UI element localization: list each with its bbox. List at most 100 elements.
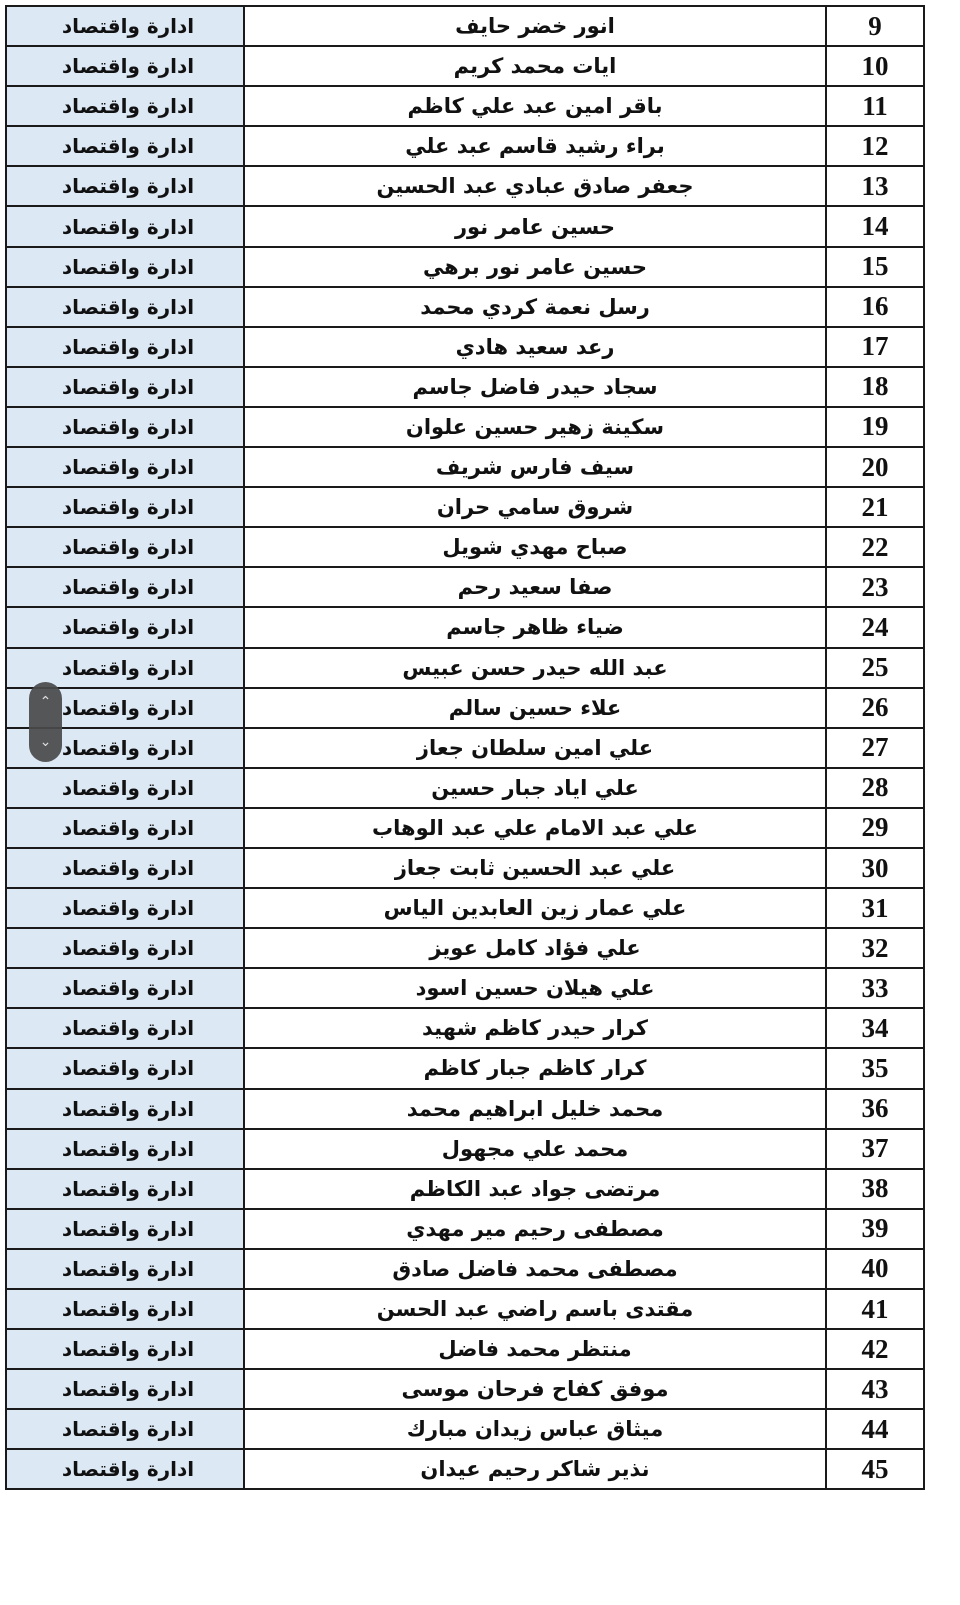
- dept-cell: ادارة واقتصاد: [5, 1127, 245, 1170]
- dept-cell: ادارة واقتصاد: [5, 1328, 245, 1371]
- table-row: ادارة واقتصاد علي هيلان حسين اسود 33: [5, 967, 925, 1010]
- table-row: ادارة واقتصاد ايات محمد كريم 10: [5, 45, 925, 88]
- dept-cell: ادارة واقتصاد: [5, 1247, 245, 1291]
- name-cell: انور خضر حايف: [243, 4, 827, 48]
- table-row: ادارة واقتصاد شروق سامي حران 21: [5, 486, 925, 529]
- name-cell: باقر امين عبد علي كاظم: [243, 85, 827, 128]
- table-row: ادارة واقتصاد سكينة زهير حسين علوان 19: [5, 405, 925, 449]
- number-cell: 45: [825, 1448, 925, 1491]
- dept-cell: ادارة واقتصاد: [5, 1207, 245, 1250]
- name-cell: مقتدى باسم راضي عبد الحسن: [243, 1287, 827, 1331]
- dept-cell: ادارة واقتصاد: [5, 1047, 245, 1090]
- dept-cell: ادارة واقتصاد: [5, 526, 245, 569]
- table-row: ادارة واقتصاد منتظر محمد فاضل 42: [5, 1328, 925, 1371]
- number-cell: 23: [825, 566, 925, 609]
- number-cell: 19: [825, 405, 925, 449]
- name-cell: نذير شاكر رحيم عيدان: [243, 1448, 827, 1491]
- table-row: ادارة واقتصاد ميثاق عباس زيدان مبارك 44: [5, 1408, 925, 1451]
- chevron-down-icon[interactable]: ⌄: [39, 734, 52, 750]
- dept-cell: ادارة واقتصاد: [5, 1007, 245, 1050]
- dept-cell: ادارة واقتصاد: [5, 285, 245, 328]
- table-row: ادارة واقتصاد مصطفى رحيم مير مهدي 39: [5, 1207, 925, 1250]
- dept-cell: ادارة واقتصاد: [5, 646, 245, 689]
- table-row: ادارة واقتصاد صباح مهدي شويل 22: [5, 526, 925, 569]
- number-cell: 29: [825, 806, 925, 849]
- number-cell: 44: [825, 1408, 925, 1451]
- name-cell: علي عمار زين العابدين الياس: [243, 887, 827, 930]
- number-cell: 12: [825, 125, 925, 168]
- number-cell: 28: [825, 766, 925, 809]
- dept-cell: ادارة واقتصاد: [5, 1087, 245, 1130]
- number-cell: 21: [825, 486, 925, 529]
- dept-cell: ادارة واقتصاد: [5, 4, 245, 48]
- dept-cell: ادارة واقتصاد: [5, 125, 245, 168]
- dept-cell: ادارة واقتصاد: [5, 245, 245, 288]
- dept-cell: ادارة واقتصاد: [5, 405, 245, 449]
- name-cell: منتظر محمد فاضل: [243, 1328, 827, 1371]
- name-cell: صباح مهدي شويل: [243, 526, 827, 569]
- name-cell: ميثاق عباس زيدان مبارك: [243, 1408, 827, 1451]
- name-cell: عبد الله حيدر حسن عبيس: [243, 646, 827, 689]
- chevron-up-icon[interactable]: ⌃: [39, 694, 52, 710]
- name-cell: علي هيلان حسين اسود: [243, 967, 827, 1010]
- number-cell: 27: [825, 726, 925, 769]
- name-cell: محمد خليل ابراهيم محمد: [243, 1087, 827, 1130]
- name-cell: علي عبد الحسين ثابت جعاز: [243, 846, 827, 890]
- number-cell: 37: [825, 1127, 925, 1170]
- number-cell: 34: [825, 1007, 925, 1050]
- name-cell: موفق كفاح فرحان موسى: [243, 1368, 827, 1411]
- number-cell: 35: [825, 1047, 925, 1090]
- dept-cell: ادارة واقتصاد: [5, 766, 245, 809]
- table-row: ادارة واقتصاد مقتدى باسم راضي عبد الحسن 41: [5, 1287, 925, 1331]
- dept-cell: ادارة واقتصاد: [5, 606, 245, 649]
- number-cell: 14: [825, 205, 925, 248]
- dept-cell: ادارة واقتصاد: [5, 806, 245, 849]
- number-cell: 36: [825, 1087, 925, 1130]
- dept-cell: ادارة واقتصاد: [5, 486, 245, 529]
- name-cell: جعفر صادق عبادي عبد الحسين: [243, 165, 827, 208]
- name-cell: ايات محمد كريم: [243, 45, 827, 88]
- table-row: ادارة واقتصاد محمد خليل ابراهيم محمد 36: [5, 1087, 925, 1130]
- name-cell: سيف فارس شريف: [243, 446, 827, 489]
- name-cell: براء رشيد قاسم عبد علي: [243, 125, 827, 168]
- table-row: ادارة واقتصاد حسين عامر نور 14: [5, 205, 925, 248]
- table-row: ادارة واقتصاد عبد الله حيدر حسن عبيس 25: [5, 646, 925, 689]
- number-cell: 41: [825, 1287, 925, 1331]
- number-cell: 10: [825, 45, 925, 88]
- table-row: ادارة واقتصاد براء رشيد قاسم عبد علي 12: [5, 125, 925, 168]
- name-cell: علاء حسين سالم: [243, 686, 827, 729]
- dept-cell: ادارة واقتصاد: [5, 1167, 245, 1210]
- dept-cell: ادارة واقتصاد: [5, 165, 245, 208]
- scroll-control[interactable]: ⌃ ⌄: [29, 682, 62, 762]
- table-row: ادارة واقتصاد سجاد حيدر فاضل جاسم 18: [5, 365, 925, 408]
- number-cell: 38: [825, 1167, 925, 1210]
- number-cell: 11: [825, 85, 925, 128]
- name-cell: ضياء ظاهر جاسم: [243, 606, 827, 649]
- number-cell: 33: [825, 967, 925, 1010]
- name-cell: مرتضى جواد عبد الكاظم: [243, 1167, 827, 1210]
- name-cell: رسل نعمة كردي محمد: [243, 285, 827, 328]
- number-cell: 15: [825, 245, 925, 288]
- table-row: ادارة واقتصاد سيف فارس شريف 20: [5, 446, 925, 489]
- table-row: ادارة واقتصاد كرار كاظم جبار كاظم 35: [5, 1047, 925, 1090]
- dept-cell: ادارة واقتصاد: [5, 205, 245, 248]
- number-cell: 16: [825, 285, 925, 328]
- table-row: ادارة واقتصاد كرار حيدر كاظم شهيد 34: [5, 1007, 925, 1050]
- students-table: ادارة واقتصاد انور خضر حايف 9 ادارة واقتصاد…: [5, 4, 925, 1491]
- number-cell: 17: [825, 325, 925, 368]
- dept-cell: ادارة واقتصاد: [5, 1448, 245, 1491]
- table-row: ادارة واقتصاد رعد سعيد هادي 17: [5, 325, 925, 368]
- table-row: ادارة واقتصاد باقر امين عبد علي كاظم 11: [5, 85, 925, 128]
- table-row: ادارة واقتصاد علي عبد الامام علي عبد الوه…: [5, 806, 925, 849]
- table-row: ادارة واقتصاد علي فؤاد كامل عويز 32: [5, 927, 925, 970]
- name-cell: سجاد حيدر فاضل جاسم: [243, 365, 827, 408]
- dept-cell: ادارة واقتصاد: [5, 446, 245, 489]
- table-row: ادارة واقتصاد موفق كفاح فرحان موسى 43: [5, 1368, 925, 1411]
- table-row: ادارة واقتصاد رسل نعمة كردي محمد 16: [5, 285, 925, 328]
- name-cell: علي اياد جبار حسين: [243, 766, 827, 809]
- number-cell: 31: [825, 887, 925, 930]
- name-cell: رعد سعيد هادي: [243, 325, 827, 368]
- name-cell: سكينة زهير حسين علوان: [243, 405, 827, 449]
- number-cell: 43: [825, 1368, 925, 1411]
- name-cell: علي امين سلطان جعاز: [243, 726, 827, 769]
